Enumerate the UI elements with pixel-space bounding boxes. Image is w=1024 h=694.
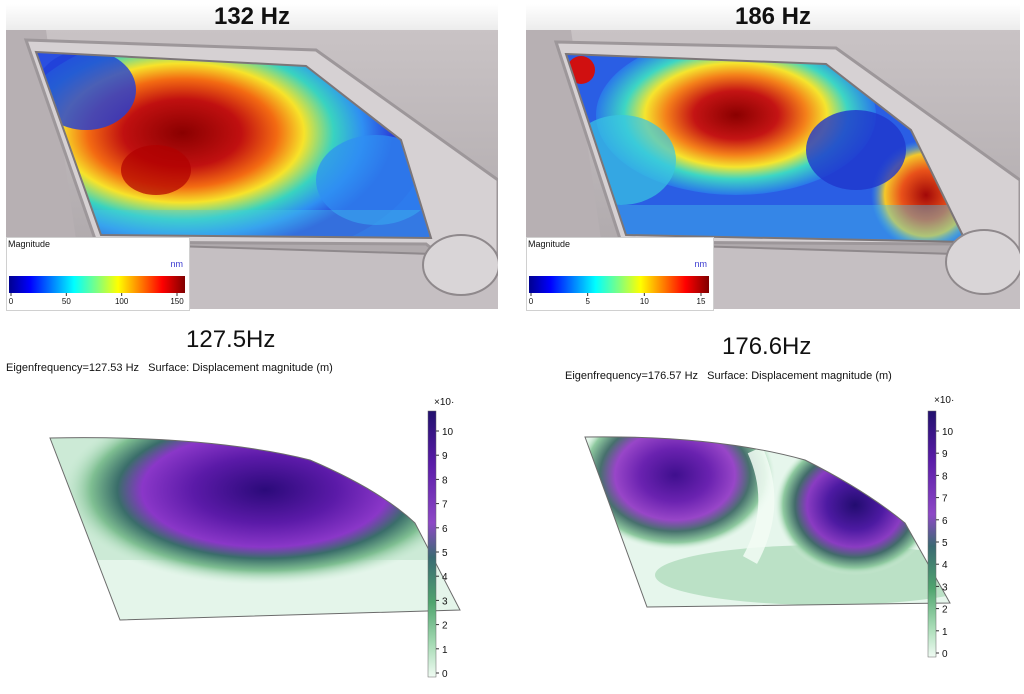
- measured-panel-132hz: 132 Hz: [6, 4, 498, 311]
- simulation-title: 127.5Hz: [186, 326, 276, 353]
- colorbar-tick-label: 5: [442, 548, 448, 559]
- simulation-caption: Eigenfrequency=176.57 Hz Surface: Displa…: [565, 370, 892, 382]
- magnitude-legend: Magnitude nm 0 5 10 15: [526, 237, 714, 311]
- colorbar-tick-label: 4: [942, 560, 948, 571]
- colorbar-tick-label: 4: [442, 572, 448, 583]
- colorbar-tick-label: 5: [942, 538, 948, 549]
- mode-shape-127hz: [49, 437, 461, 621]
- legend-label: Magnitude: [8, 239, 51, 249]
- simulation-title: 176.6Hz: [722, 333, 812, 360]
- colorbar-tick-label: 2: [942, 605, 948, 616]
- simulation-caption: Eigenfrequency=127.53 Hz Surface: Displa…: [6, 362, 333, 374]
- colorbar-tick-label: 3: [442, 596, 448, 607]
- colorbar-tick-label: 8: [442, 475, 448, 486]
- legend-tick-label: 100: [115, 297, 129, 306]
- colorbar-tick-label: 9: [442, 451, 448, 462]
- legend-label: Magnitude: [528, 239, 571, 249]
- legend-tick-label: 150: [170, 297, 184, 306]
- colorbar-tick-label: 6: [942, 516, 948, 527]
- colorbar-tick-label: 1: [442, 645, 448, 656]
- measured-title: 186 Hz: [526, 4, 1020, 31]
- legend-unit: nm: [694, 259, 707, 269]
- colorbar-tick-label: 1: [942, 627, 948, 638]
- measured-title: 132 Hz: [6, 4, 498, 31]
- measured-panel-186hz: 186 Hz: [526, 4, 1020, 311]
- legend-tick-label: 50: [62, 297, 71, 306]
- magnitude-legend: Magnitude nm 0 50 100 150: [6, 237, 190, 311]
- car-window-vibration-map: [6, 30, 498, 309]
- colorbar-tick-label: 7: [442, 500, 448, 511]
- colorbar-exponent: ×10·: [934, 395, 954, 406]
- colorbar-tick-label: 9: [942, 449, 948, 460]
- legend-tick-label: 15: [697, 297, 706, 306]
- colorbar-tick-label: 7: [942, 494, 948, 505]
- legend-tick-label: 5: [585, 297, 590, 306]
- colorbar-tick-label: 10: [442, 427, 454, 438]
- colorbar-tick-label: 6: [442, 524, 448, 535]
- jet-colorbar: 0 5 10 15: [529, 276, 709, 306]
- colorbar-tick-label: 10: [942, 427, 954, 438]
- legend-tick-label: 10: [640, 297, 649, 306]
- colorbar-tick-label: 0: [442, 669, 448, 680]
- jet-colorbar: 0 50 100 150: [9, 276, 185, 306]
- legend-tick-label: 0: [9, 297, 14, 306]
- mode-shape-176hz: [584, 436, 951, 608]
- colorbar-tick-label: 3: [942, 582, 948, 593]
- car-window-vibration-map: [526, 30, 1020, 309]
- colorbar-tick-label: 8: [942, 471, 948, 482]
- legend-tick-label: 0: [529, 297, 534, 306]
- legend-unit: nm: [170, 259, 183, 269]
- colorbar-exponent: ×10·: [434, 397, 454, 408]
- colorbar-tick-label: 0: [942, 649, 948, 660]
- colorbar-tick-label: 2: [442, 621, 448, 632]
